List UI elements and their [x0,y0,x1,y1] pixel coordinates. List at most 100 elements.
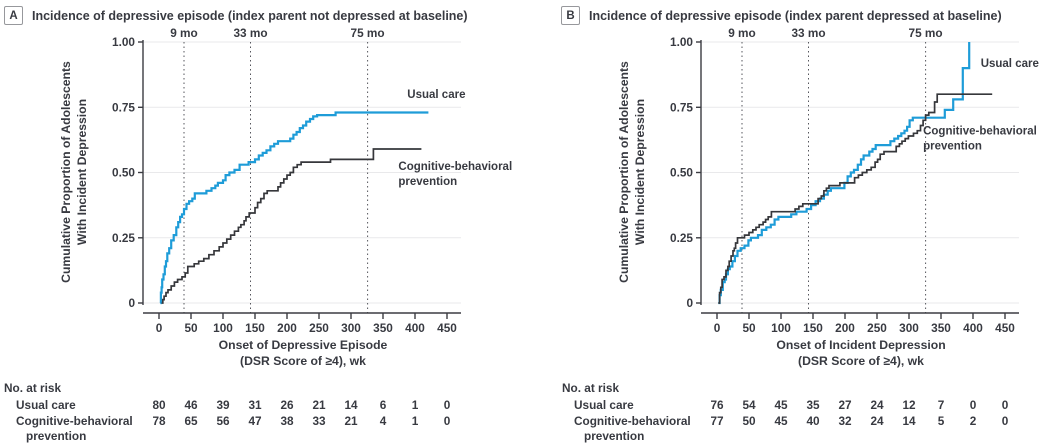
at-risk-value: 6 [380,398,387,412]
y-tick-label: 0.25 [112,231,135,245]
at-risk-value: 12 [902,398,916,412]
y-tick-label: 0 [686,296,693,310]
at-risk-value: 40 [806,414,820,428]
panel-a-header: A Incidence of depressive episode (index… [0,0,525,26]
at-risk-value: 56 [216,414,230,428]
x-tick-label: 50 [742,321,756,335]
y-tick-label: 0.75 [670,100,693,114]
x-tick-label: 450 [995,321,1015,335]
at-risk-value: 31 [248,398,262,412]
x-tick-label: 100 [213,321,233,335]
at-risk-value: 26 [280,398,294,412]
at-risk-row-label: Usual care [16,398,76,412]
at-risk-value: 33 [312,414,326,428]
at-risk-value: 54 [742,398,756,412]
at-risk-value: 46 [184,398,198,412]
x-tick-label: 250 [309,321,329,335]
at-risk-value: 0 [1002,414,1009,428]
panel-a: A Incidence of depressive episode (index… [0,0,525,446]
x-tick-label: 350 [931,321,951,335]
x-axis-title: Onset of Incident Depression [776,338,945,352]
milestone-label: 9 mo [728,26,756,40]
at-risk-value: 32 [838,414,852,428]
y-tick-label: 0.50 [670,166,693,180]
panel-a-chart: 9 mo 33 mo 75 mo 0 0.25 0.50 0.75 1.00 0 50 100 150… [0,26,525,446]
y-axis-title: Cumulative Proportion of Adolescents [59,61,73,283]
at-risk-value: 1 [412,398,419,412]
at-risk-value: 27 [838,398,852,412]
at-risk-value: 35 [806,398,820,412]
at-risk-value: 21 [312,398,326,412]
curve-label: prevention [923,141,982,153]
at-risk-row-label: Cognitive-behavioral [16,414,133,428]
x-axis-title: Onset of Depressive Episode [219,338,388,352]
x-tick-label: 350 [373,321,393,335]
x-tick-label: 450 [437,321,457,335]
at-risk-header: No. at risk [4,381,61,395]
x-axis-title: (DSR Score of ≥4), wk [240,354,366,368]
at-risk-value: 24 [870,414,884,428]
x-tick-label: 0 [714,321,721,335]
x-tick-label: 50 [184,321,198,335]
x-axis-title: (DSR Score of ≥4), wk [798,354,924,368]
y-axis-title: With Incident Depression [633,99,647,245]
at-risk-value: 65 [184,414,198,428]
x-tick-label: 300 [341,321,361,335]
at-risk-value: 1 [412,414,419,428]
at-risk-value: 47 [248,414,262,428]
at-risk-value: 5 [938,414,945,428]
curve-label: Usual care [981,58,1039,70]
x-tick-label: 150 [803,321,823,335]
y-tick-label: 1.00 [670,35,693,49]
at-risk-value: 45 [774,414,788,428]
at-risk-value: 2 [970,414,977,428]
x-tick-label: 0 [156,321,163,335]
curve-cognitive-behavioral-prevention [718,93,993,304]
y-axis-title: Cumulative Proportion of Adolescents [617,61,631,283]
at-risk-value: 14 [344,398,358,412]
panel-b: B Incidence of depressive episode (index… [525,0,1050,446]
at-risk-value: 38 [280,414,294,428]
at-risk-value: 21 [344,414,358,428]
milestone-label: 75 mo [351,26,385,40]
panel-b-header: B Incidence of depressive episode (index… [525,0,1050,26]
panel-a-title: Incidence of depressive episode (index p… [32,8,468,23]
panel-a-badge: A [4,6,23,25]
panel-b-title: Incidence of depressive episode (index p… [589,8,1002,23]
at-risk-value: 0 [970,398,977,412]
at-risk-row-label: prevention [26,429,86,443]
at-risk-row-label: Usual care [574,398,634,412]
x-tick-label: 150 [245,321,265,335]
curve-label: Usual care [407,89,465,101]
at-risk-row-label: Cognitive-behavioral [574,414,691,428]
curve-label: Cognitive-behavioral [923,126,1037,138]
at-risk-value: 0 [444,414,451,428]
at-risk-value: 50 [742,414,756,428]
panel-b-chart: 9 mo 33 mo 75 mo 0 0.25 0.50 0.75 1.00 0 50 100 150… [525,26,1050,446]
at-risk-value: 76 [710,398,724,412]
y-tick-label: 0.75 [112,100,135,114]
y-tick-label: 1.00 [112,35,135,49]
at-risk-value: 39 [216,398,230,412]
at-risk-value: 24 [870,398,884,412]
curve-usual-care [159,111,429,305]
x-tick-label: 200 [277,321,297,335]
at-risk-value: 45 [774,398,788,412]
x-tick-label: 200 [835,321,855,335]
at-risk-value: 0 [1002,398,1009,412]
x-tick-label: 400 [963,321,983,335]
x-tick-label: 100 [771,321,791,335]
milestone-label: 9 mo [170,26,198,40]
milestone-label: 33 mo [233,26,267,40]
x-tick-label: 300 [899,321,919,335]
curve-label: prevention [398,176,457,188]
at-risk-header: No. at risk [562,381,619,395]
y-tick-label: 0.25 [670,231,693,245]
x-tick-label: 250 [867,321,887,335]
at-risk-value: 80 [152,398,166,412]
y-axis-title: With Incident Depression [75,99,89,245]
milestone-label: 33 mo [791,26,825,40]
